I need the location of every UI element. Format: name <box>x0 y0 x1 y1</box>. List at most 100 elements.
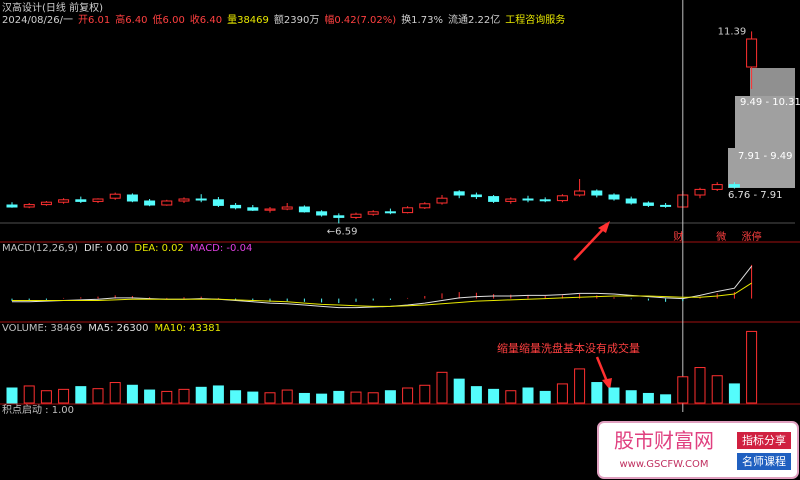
candle-body <box>247 207 259 211</box>
candle-body <box>642 202 654 206</box>
candle-body <box>316 211 328 216</box>
candle-body <box>58 199 70 203</box>
candle-body <box>591 190 603 196</box>
volume-label: MA5: 26300 <box>88 323 148 334</box>
candle-body <box>711 184 723 190</box>
candle-body <box>75 199 87 202</box>
candle-body <box>230 204 242 209</box>
macd-label: MACD(12,26,9) <box>2 243 78 254</box>
volume-bar <box>316 393 328 404</box>
annotation-arrows <box>573 221 612 390</box>
arrow-head <box>598 221 610 233</box>
candle-body <box>488 196 500 202</box>
volume-bar <box>556 383 568 404</box>
macd-label: DEA: 0.02 <box>134 243 184 254</box>
volume-bar <box>539 390 551 404</box>
stock-title: 汉高设计(日线 前复权) <box>2 1 103 14</box>
volume-bar <box>642 392 654 404</box>
volume-bar <box>109 382 121 404</box>
candle-body <box>298 206 310 213</box>
header-field: 额2390万 <box>274 13 319 26</box>
candle-body <box>746 38 758 68</box>
volume-bar <box>247 391 259 404</box>
chip-block <box>750 68 795 96</box>
volume-bar <box>711 375 723 404</box>
volume-bar <box>746 330 758 404</box>
candle-body <box>608 194 620 200</box>
button-label[interactable]: 名师课程 <box>742 454 786 468</box>
volume-bar <box>178 388 190 404</box>
button[interactable] <box>737 453 791 470</box>
arrow-head <box>602 378 612 390</box>
header-field: 流通2.22亿 <box>448 13 500 26</box>
header-field: 开6.01 <box>78 15 110 26</box>
event-marker: 涨停 <box>742 230 762 243</box>
candle-body <box>625 198 637 204</box>
volume-bar <box>694 367 706 404</box>
volume-bar <box>574 368 586 404</box>
header-field: 收6.40 <box>190 13 222 26</box>
high-label: 11.39 <box>718 26 747 37</box>
indicator-label: 积点启动 : 1.00 <box>2 403 74 416</box>
button-label[interactable]: 指标分享 <box>742 433 786 447</box>
volume-bar <box>126 384 138 404</box>
candle-body <box>694 188 706 196</box>
volume-bar <box>58 388 70 404</box>
volume-bar <box>402 387 414 404</box>
candle-body <box>161 200 173 206</box>
volume-bar <box>625 390 637 404</box>
event-marker: 财 <box>673 230 683 243</box>
candle-body <box>92 198 104 202</box>
candle-body <box>23 204 35 208</box>
macd-label: MACD: -0.04 <box>190 243 252 254</box>
volume-bar <box>677 376 689 404</box>
candle-body <box>660 204 672 207</box>
volume-bar <box>40 390 52 404</box>
volume-label: VOLUME: 38469 <box>2 323 82 334</box>
volume-bar <box>419 384 431 404</box>
candle-body <box>144 200 156 206</box>
candle-body <box>333 215 345 218</box>
candle-body <box>505 198 517 202</box>
volume-bar <box>522 387 534 404</box>
volume-bar <box>281 389 293 404</box>
candle-body <box>384 211 396 214</box>
candle-body <box>40 201 52 206</box>
low-label: ←6.59 <box>327 226 358 237</box>
header-field: 换1.73% <box>401 13 443 26</box>
volume-bar <box>92 388 104 404</box>
header-field: 幅0.42(7.02%) <box>324 13 396 26</box>
candle-body <box>522 198 534 201</box>
volume-bar <box>350 391 362 404</box>
site-url: www.GSCFW.COM <box>619 459 708 470</box>
volume-bar <box>436 371 448 404</box>
volume-bar <box>333 390 345 404</box>
volume-bar <box>195 386 207 404</box>
volume-bar <box>591 382 603 404</box>
candle-body <box>539 199 551 202</box>
chip-label: 7.91 - 9.49 <box>738 151 793 162</box>
chip-block <box>735 96 795 148</box>
annotation: 缩量缩量洗盘基本没有成交量 <box>497 341 640 355</box>
candle-body <box>367 211 379 215</box>
candle-body <box>436 197 448 204</box>
candle-body <box>6 204 18 208</box>
chip-label: 9.49 - 10.31 <box>740 97 800 108</box>
candle-body <box>195 198 207 201</box>
volume-bar <box>453 378 465 404</box>
candle-body <box>109 193 121 199</box>
candle-body <box>281 206 293 210</box>
header-field: 2024/08/26/一 <box>2 15 73 26</box>
volume-bar <box>298 392 310 404</box>
volume-bar <box>230 390 242 404</box>
volume-bar <box>470 386 482 404</box>
volume-bar <box>75 386 87 404</box>
chip-block <box>728 148 795 188</box>
header-field: 量38469 <box>227 14 269 26</box>
button[interactable] <box>737 432 791 449</box>
volume-bar <box>505 390 517 404</box>
candle-body <box>556 195 568 202</box>
arrow <box>573 225 607 261</box>
volume-bar <box>264 392 276 404</box>
volume-bar <box>608 387 620 404</box>
